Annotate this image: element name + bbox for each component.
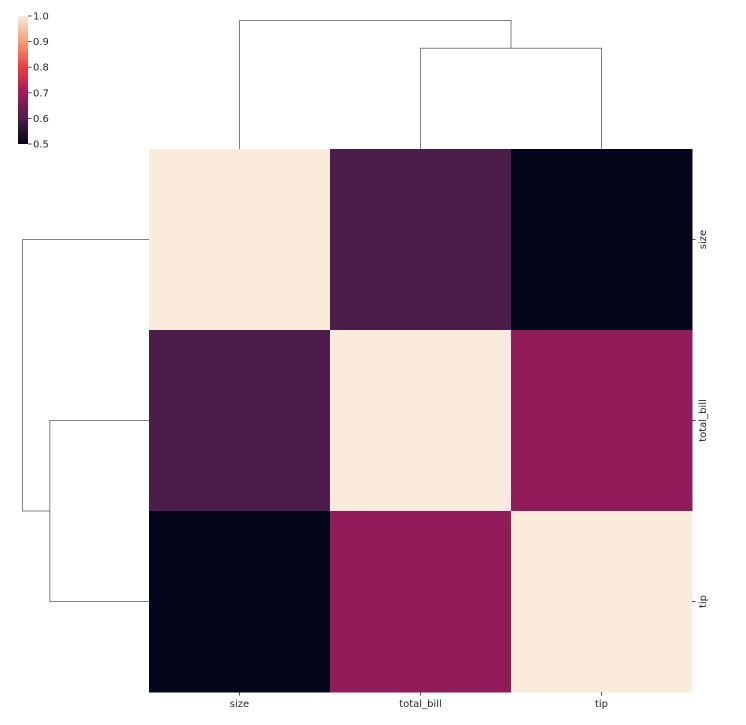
heatmap	[149, 149, 693, 693]
heatmap-cell	[149, 330, 331, 512]
column-label: size	[230, 699, 249, 710]
dendrogram-link	[49, 420, 149, 602]
column-label: total_bill	[399, 699, 442, 710]
colorbar-tick-label: 0.6	[33, 114, 49, 125]
colorbar-tick-label: 1.0	[33, 12, 49, 23]
heatmap-cell	[511, 511, 693, 693]
heatmap-cell	[511, 149, 693, 331]
row-dendrogram	[21, 239, 149, 602]
heatmap-cell	[330, 330, 512, 512]
column-dendrogram	[239, 20, 602, 149]
colorbar-tick-label: 0.5	[33, 140, 49, 151]
row-label: total_bill	[698, 399, 709, 442]
heatmap-cell	[149, 149, 331, 331]
dendrogram-link	[420, 47, 602, 149]
heatmap-cell	[330, 511, 512, 693]
dendrogram-link	[239, 20, 512, 149]
heatmap-cell	[511, 330, 693, 512]
colorbar-tick-label: 0.7	[33, 88, 49, 99]
heatmap-cell	[330, 149, 512, 331]
colorbar-gradient	[18, 16, 28, 144]
colorbar-tick-label: 0.9	[33, 37, 49, 48]
colorbar: 0.5 0.6 0.7 0.8 0.9 1.0	[18, 12, 49, 151]
colorbar-tick-label: 0.8	[33, 63, 49, 74]
heatmap-cell	[149, 511, 331, 693]
dendrogram-link	[21, 239, 149, 512]
row-label: tip	[698, 595, 709, 608]
column-labels: size total_bill tip	[230, 692, 608, 710]
column-label: tip	[595, 699, 608, 710]
colorbar-ticks: 0.5 0.6 0.7 0.8 0.9 1.0	[28, 12, 49, 151]
row-label: size	[698, 230, 709, 249]
